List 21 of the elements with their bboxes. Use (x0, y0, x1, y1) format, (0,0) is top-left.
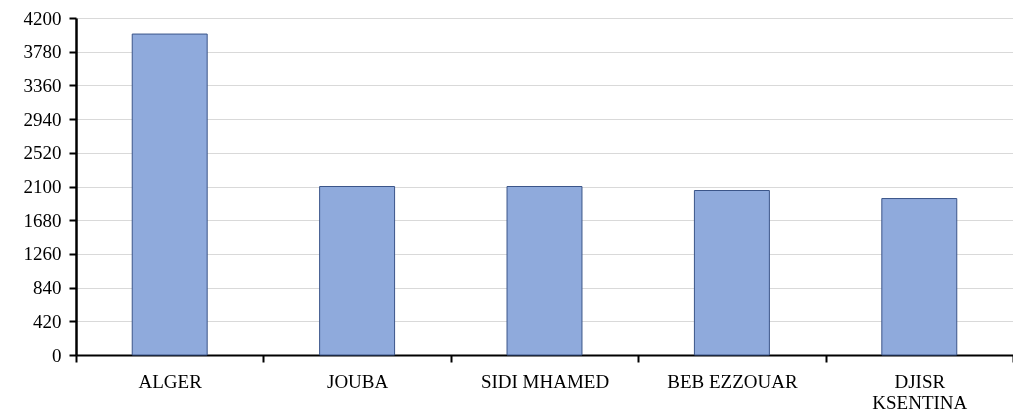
y-tick-label: 1680 (23, 209, 62, 231)
bar (881, 198, 958, 356)
x-tick-label: DJISR KSENTINA (872, 370, 968, 413)
y-tick-label: 3360 (23, 74, 62, 96)
bar (693, 190, 770, 356)
y-tick-label: 4200 (23, 7, 62, 29)
x-tick-label: JOUBA (326, 370, 389, 392)
y-tick-label: 2100 (23, 176, 62, 197)
y-tick-label: 3780 (23, 41, 62, 63)
x-tick-label: ALGER (138, 370, 203, 392)
bar (506, 186, 583, 356)
bar (131, 33, 208, 356)
x-tick-label: SIDI MHAMED (480, 370, 610, 392)
bar (319, 186, 396, 356)
y-tick-label: 2520 (23, 142, 62, 164)
y-tick-label: 840 (33, 277, 62, 299)
y-tick-label: 420 (33, 310, 62, 332)
y-tick-label: 0 (52, 344, 62, 366)
y-tick-label: 2940 (23, 108, 62, 130)
x-tick-label: BEB EZZOUAR (667, 370, 798, 392)
y-tick-label: 1260 (23, 243, 62, 265)
